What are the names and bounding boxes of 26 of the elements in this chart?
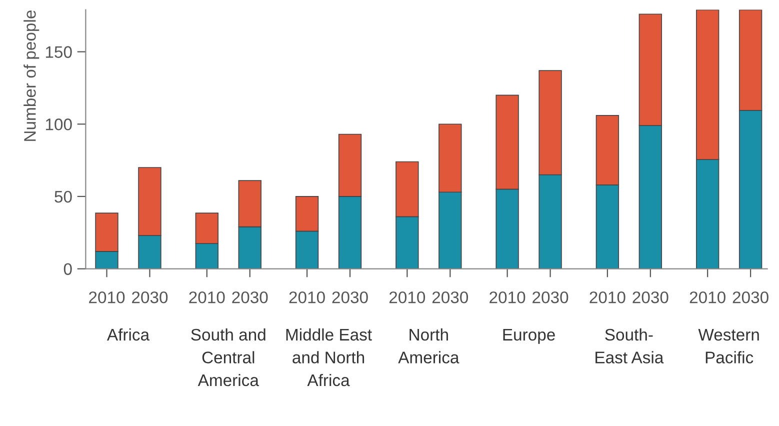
text: South and Central America [191, 328, 266, 386]
x-tick-label: 2030 [532, 291, 568, 304]
text: Europe [503, 328, 555, 344]
x-tick-label: 2030 [632, 291, 668, 304]
y-tick-label: 150 [46, 46, 72, 58]
y-tick-label: 100 [46, 118, 72, 130]
text: North America [398, 328, 460, 364]
x-tick-label: 2030 [232, 291, 268, 304]
text: Western Pacific [698, 328, 759, 364]
text: Middle East and North Africa [286, 328, 372, 386]
x-tick-label: 2010 [189, 291, 225, 304]
x-tick-label: 2010 [490, 291, 526, 304]
text: South- East Asia [596, 328, 664, 364]
x-tick-label: 2010 [590, 291, 626, 304]
x-tick-label: 2030 [132, 291, 168, 304]
x-tick-label: 2010 [690, 291, 726, 304]
x-tick-label: 2010 [89, 291, 125, 304]
y-tick-label: 0 [64, 263, 72, 276]
x-tick-label: 2030 [732, 291, 768, 304]
x-tick-label: 2010 [289, 291, 325, 304]
x-tick-label: 2010 [389, 291, 426, 304]
x-tick-label: 2030 [432, 291, 468, 304]
y-tick-label: 50 [54, 190, 72, 203]
y-axis-title: Number of people [24, 10, 40, 141]
x-tick-label: 2030 [332, 291, 368, 304]
text: Africa [106, 328, 150, 341]
